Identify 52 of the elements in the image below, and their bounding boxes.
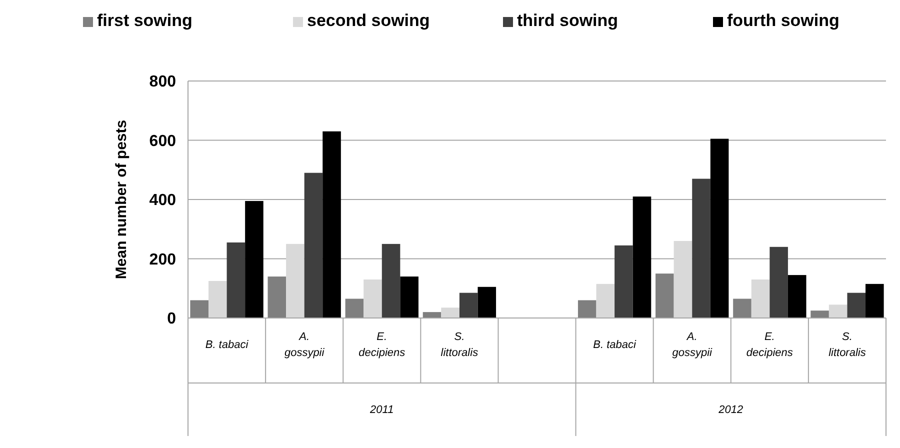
bar (788, 275, 806, 318)
bar (345, 298, 364, 318)
bar (656, 274, 674, 318)
y-axis-title: Mean number of pests (113, 120, 130, 280)
legend-label: fourth sowing (727, 11, 840, 30)
bar (733, 298, 752, 318)
x-tick-label: B. tabaci (205, 339, 249, 351)
x-tick-label: B. tabaci (593, 339, 637, 351)
bar (596, 284, 615, 318)
x-tick-label: S. littoralis (440, 331, 479, 359)
bar (751, 279, 770, 318)
x-tick-label: A. gossypii (284, 331, 325, 359)
x-tick-label: E. decipiens (358, 331, 406, 359)
y-tick-label: 400 (149, 192, 176, 210)
bar (441, 308, 460, 318)
bar (632, 196, 652, 318)
x-tick-label: E. decipiens (746, 331, 794, 359)
bar (770, 246, 788, 318)
bar (286, 244, 304, 318)
bar (245, 200, 264, 318)
y-tick-label: 600 (149, 132, 176, 150)
bar (226, 242, 246, 318)
bar (847, 292, 866, 318)
bar (459, 292, 478, 318)
bar (810, 310, 829, 318)
bar (866, 284, 884, 318)
text: 2011 (369, 404, 394, 416)
y-tick-label: 0 (167, 310, 176, 328)
legend-label: third sowing (517, 11, 618, 30)
bar (422, 312, 442, 318)
bar (382, 244, 400, 318)
y-tick-label: 800 (149, 74, 176, 91)
bar (400, 276, 418, 318)
bar (268, 276, 286, 318)
bar (190, 300, 208, 318)
y-tick-label: 200 (149, 251, 176, 268)
bar (692, 178, 710, 318)
x-tick-label: A. gossypii (672, 331, 713, 359)
bar (578, 300, 596, 318)
bar (710, 138, 729, 318)
text: 2012 (718, 404, 744, 416)
bar (208, 280, 227, 318)
bar (478, 286, 496, 318)
x-tick-label: S. littoralis (828, 331, 866, 359)
bar (614, 245, 633, 318)
bar (322, 131, 341, 318)
bar (674, 240, 692, 318)
bar (364, 279, 382, 318)
bar (304, 172, 323, 318)
legend-label: second sowing (307, 11, 430, 30)
bar (828, 304, 848, 318)
legend-label: first sowing (97, 11, 192, 30)
